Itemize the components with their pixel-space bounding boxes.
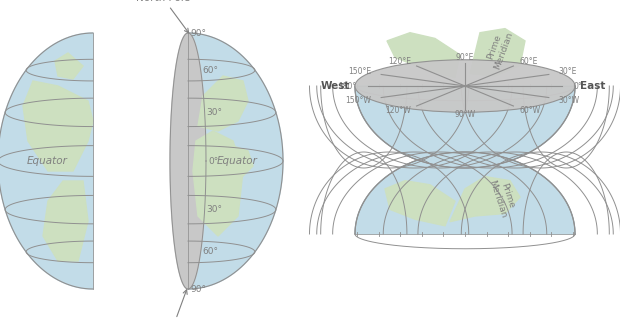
- Text: North Pole: North Pole: [136, 0, 190, 33]
- Text: 30°W: 30°W: [559, 96, 580, 105]
- Text: 120°W: 120°W: [385, 106, 411, 115]
- Text: Equator: Equator: [217, 156, 258, 166]
- Text: 90°E: 90°E: [456, 53, 474, 62]
- Text: 0°: 0°: [574, 81, 582, 90]
- Text: 60°E: 60°E: [519, 57, 538, 66]
- Text: 0°: 0°: [208, 156, 218, 166]
- Polygon shape: [355, 86, 575, 168]
- Text: 90°: 90°: [190, 285, 206, 293]
- Polygon shape: [188, 33, 283, 289]
- Text: 60°W: 60°W: [519, 106, 540, 115]
- Text: 30°: 30°: [206, 205, 223, 214]
- Polygon shape: [470, 29, 525, 76]
- Text: 150°W: 150°W: [345, 96, 371, 105]
- Polygon shape: [228, 146, 253, 176]
- Polygon shape: [55, 53, 83, 79]
- Text: Prime
Meridian: Prime Meridian: [487, 175, 518, 219]
- Ellipse shape: [355, 60, 575, 112]
- Text: 150°E: 150°E: [348, 67, 371, 76]
- Polygon shape: [387, 33, 460, 78]
- Text: 30°E: 30°E: [559, 67, 577, 76]
- Text: Prime
Meridian: Prime Meridian: [483, 27, 515, 71]
- Polygon shape: [23, 81, 93, 171]
- Text: 120°E: 120°E: [388, 57, 411, 66]
- Text: 60°: 60°: [203, 247, 219, 256]
- Polygon shape: [355, 152, 575, 234]
- Text: Equator: Equator: [27, 156, 68, 166]
- Polygon shape: [43, 181, 88, 261]
- Polygon shape: [385, 181, 455, 226]
- Text: 90°: 90°: [190, 29, 206, 37]
- Polygon shape: [170, 33, 206, 289]
- Text: 60°: 60°: [203, 66, 219, 75]
- Text: West: West: [321, 81, 350, 91]
- Polygon shape: [198, 76, 248, 131]
- Text: 30°: 30°: [206, 108, 223, 117]
- Polygon shape: [450, 176, 520, 222]
- Text: South Pole: South Pole: [145, 290, 201, 322]
- Text: 180°: 180°: [339, 81, 356, 90]
- Polygon shape: [0, 33, 93, 289]
- Polygon shape: [193, 131, 243, 236]
- Text: 90°W: 90°W: [454, 109, 476, 118]
- Text: East: East: [580, 81, 605, 91]
